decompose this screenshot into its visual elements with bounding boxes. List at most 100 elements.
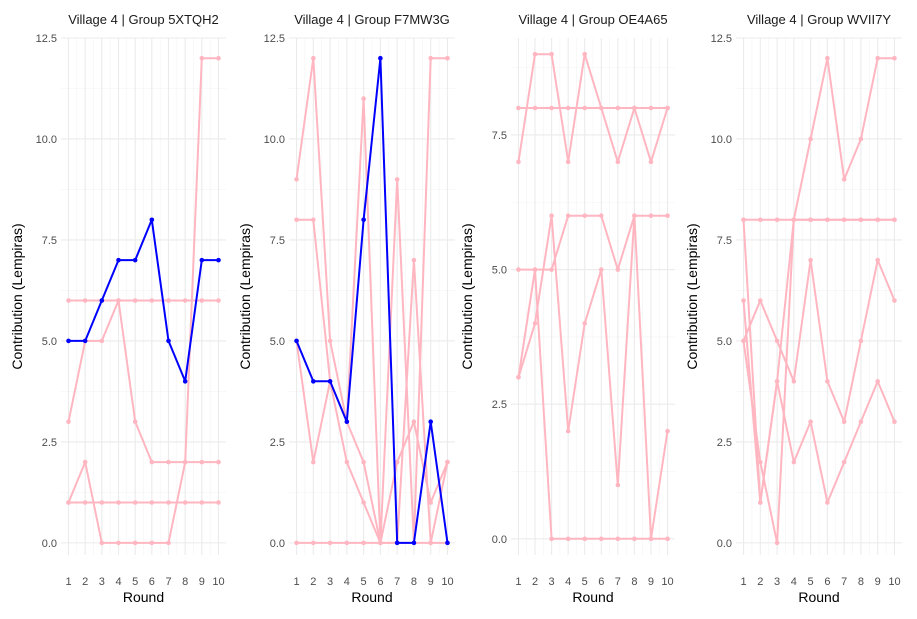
x-tick-label: 5: [582, 576, 588, 588]
data-point: [344, 459, 350, 465]
data-point: [615, 267, 621, 272]
data-point: [99, 338, 105, 344]
x-tick-label: 6: [824, 576, 830, 588]
data-point: [598, 105, 604, 111]
data-point: [892, 298, 897, 303]
x-tick-label: 8: [858, 576, 864, 588]
data-point: [216, 298, 221, 303]
y-tick-label: 5.0: [492, 265, 507, 277]
data-point: [82, 298, 88, 303]
x-tick-label: 5: [132, 576, 138, 588]
y-tick-label: 5.0: [42, 336, 57, 348]
data-point: [327, 540, 333, 546]
panel-title: Village 4 | Group WVII7Y: [747, 12, 891, 27]
data-point: [361, 459, 366, 465]
y-axis-label: Contribution (Lempiras): [459, 223, 475, 369]
data-point: [774, 217, 780, 223]
data-point: [394, 540, 400, 546]
y-tick-label: 0.0: [42, 538, 57, 550]
data-point: [149, 500, 155, 505]
data-point: [327, 338, 333, 344]
series-line-focal: [68, 218, 219, 383]
data-point: [598, 267, 604, 272]
y-tick-label: 10.0: [264, 134, 285, 146]
y-tick-label: 10.0: [711, 134, 732, 146]
data-point: [549, 536, 554, 542]
data-point: [82, 338, 88, 344]
data-point: [361, 540, 366, 546]
series-line-other-2: [296, 218, 449, 544]
y-tick-label: 0.0: [717, 538, 732, 550]
series-line-other-2: [67, 299, 219, 464]
data-point: [665, 536, 670, 542]
data-point: [632, 105, 637, 111]
data-point: [841, 419, 847, 425]
y-tick-label: 2.5: [717, 437, 732, 449]
data-point: [66, 298, 71, 303]
data-point: [311, 540, 316, 546]
series-line-other-3: [742, 300, 896, 504]
data-point: [82, 500, 88, 505]
data-point: [841, 459, 847, 465]
data-point: [808, 217, 813, 223]
data-point: [841, 177, 847, 182]
data-point: [532, 267, 538, 272]
data-point: [378, 540, 383, 546]
panel-title: Village 4 | Group OE4A65: [518, 12, 667, 27]
x-tick-label: 4: [115, 576, 121, 588]
x-tick-label: 2: [310, 576, 316, 588]
data-point: [774, 379, 780, 384]
x-axis-label: Round: [351, 589, 392, 605]
x-tick-label: 1: [740, 576, 746, 588]
data-point: [598, 213, 604, 219]
data-point: [149, 540, 155, 546]
data-point: [166, 500, 171, 505]
x-tick-label: 1: [65, 576, 71, 588]
series-line-other-3: [295, 340, 449, 544]
data-point: [516, 267, 521, 272]
series-line-other-5: [742, 218, 895, 544]
data-point: [199, 298, 205, 303]
data-point: [516, 159, 521, 165]
data-point: [615, 482, 621, 488]
x-tick-label: 10: [661, 576, 673, 588]
x-tick-label: 3: [774, 576, 780, 588]
data-point: [615, 159, 621, 165]
panel-title: Village 4 | Group 5XTQH2: [68, 12, 219, 27]
data-point: [791, 459, 797, 465]
x-tick-label: 9: [875, 576, 881, 588]
data-point: [565, 536, 571, 542]
series-line-other-2: [517, 53, 669, 163]
data-point: [294, 540, 299, 546]
x-tick-label: 3: [99, 576, 105, 588]
data-point: [311, 379, 316, 384]
data-point: [565, 159, 571, 165]
data-point: [615, 105, 621, 111]
x-tick-label: 10: [888, 576, 900, 588]
data-point: [875, 379, 880, 384]
data-point: [428, 500, 433, 505]
data-point: [532, 105, 538, 111]
y-tick-label: 7.5: [492, 130, 507, 142]
data-point: [166, 338, 171, 344]
data-point: [378, 55, 383, 61]
y-tick-label: 7.5: [42, 235, 57, 247]
data-point: [892, 217, 897, 223]
data-point: [132, 419, 138, 425]
data-point: [665, 428, 670, 434]
data-point: [741, 298, 746, 303]
x-tick-label: 4: [565, 576, 571, 588]
data-point: [549, 267, 554, 272]
data-point: [825, 500, 830, 505]
data-point: [516, 105, 521, 111]
y-tick-label: 10.0: [36, 134, 57, 146]
data-point: [615, 536, 621, 542]
y-tick-label: 7.5: [717, 235, 732, 247]
data-point: [741, 338, 746, 344]
chart-panel-1: 0.0 2.5 5.0 7.5 10.0 12.5 1 2 3 4 5 6 7 8 9 10 Village 4…: [9, 12, 226, 605]
x-tick-label: 4: [791, 576, 797, 588]
data-point: [516, 374, 521, 380]
data-point: [648, 159, 654, 165]
data-point: [598, 536, 604, 542]
y-tick-label: 12.5: [36, 33, 57, 45]
